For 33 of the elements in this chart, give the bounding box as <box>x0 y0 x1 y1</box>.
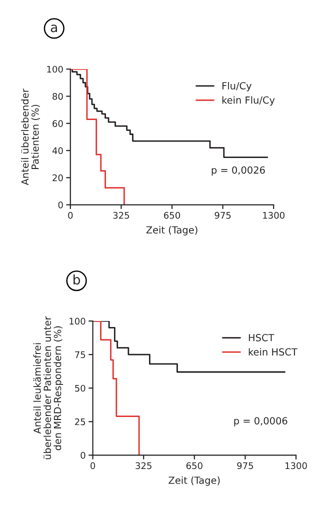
legend-label: Flu/Cy <box>222 82 252 92</box>
x-tick-label: 325 <box>136 462 152 470</box>
x-tick-label: 650 <box>186 462 202 470</box>
chart-title: b <box>74 274 80 285</box>
y-tick-label: 100 <box>70 318 86 325</box>
legend-label: kein Flu/Cy <box>222 96 275 106</box>
legend-label: HSCT <box>248 334 274 342</box>
y-tick-label: 80 <box>52 92 63 100</box>
legend-label: kein HSCT <box>248 348 298 356</box>
annotation: p = 0,0026 <box>212 166 265 176</box>
y-tick-label: 0 <box>58 202 63 208</box>
chart-title: a <box>50 24 57 32</box>
y-tick-label: 100 <box>47 66 63 73</box>
x-tick-label: 1300 <box>286 462 307 470</box>
x-tick-label: 0 <box>68 212 73 219</box>
y-tick-label: 60 <box>52 120 63 127</box>
y-tick-label: 75 <box>75 351 86 358</box>
x-axis-title: Zeit (Tage) <box>168 476 220 486</box>
x-tick-label: 975 <box>214 212 231 219</box>
y-tick-label: 0 <box>80 452 86 459</box>
annotation: p = 0,0006 <box>234 417 288 426</box>
x-tick-label: 975 <box>237 462 254 470</box>
x-tick-label: 1300 <box>263 212 284 219</box>
x-tick-label: 0 <box>90 462 96 470</box>
x-tick-label: 325 <box>113 212 130 219</box>
x-tick-label: 650 <box>164 212 180 219</box>
y-axis-title: Anteil leukämiefrei überlebender Patienten unter den MRD-Respondern (%) <box>33 316 64 460</box>
y-tick-label: 20 <box>52 174 63 182</box>
x-axis-title: Zeit (Tage) <box>146 226 198 236</box>
y-tick-label: 25 <box>75 418 86 426</box>
y-axis-title: Anteil überlebender Patienten (%) <box>21 88 40 186</box>
y-tick-label: 40 <box>52 147 63 154</box>
y-tick-label: 50 <box>75 384 86 392</box>
